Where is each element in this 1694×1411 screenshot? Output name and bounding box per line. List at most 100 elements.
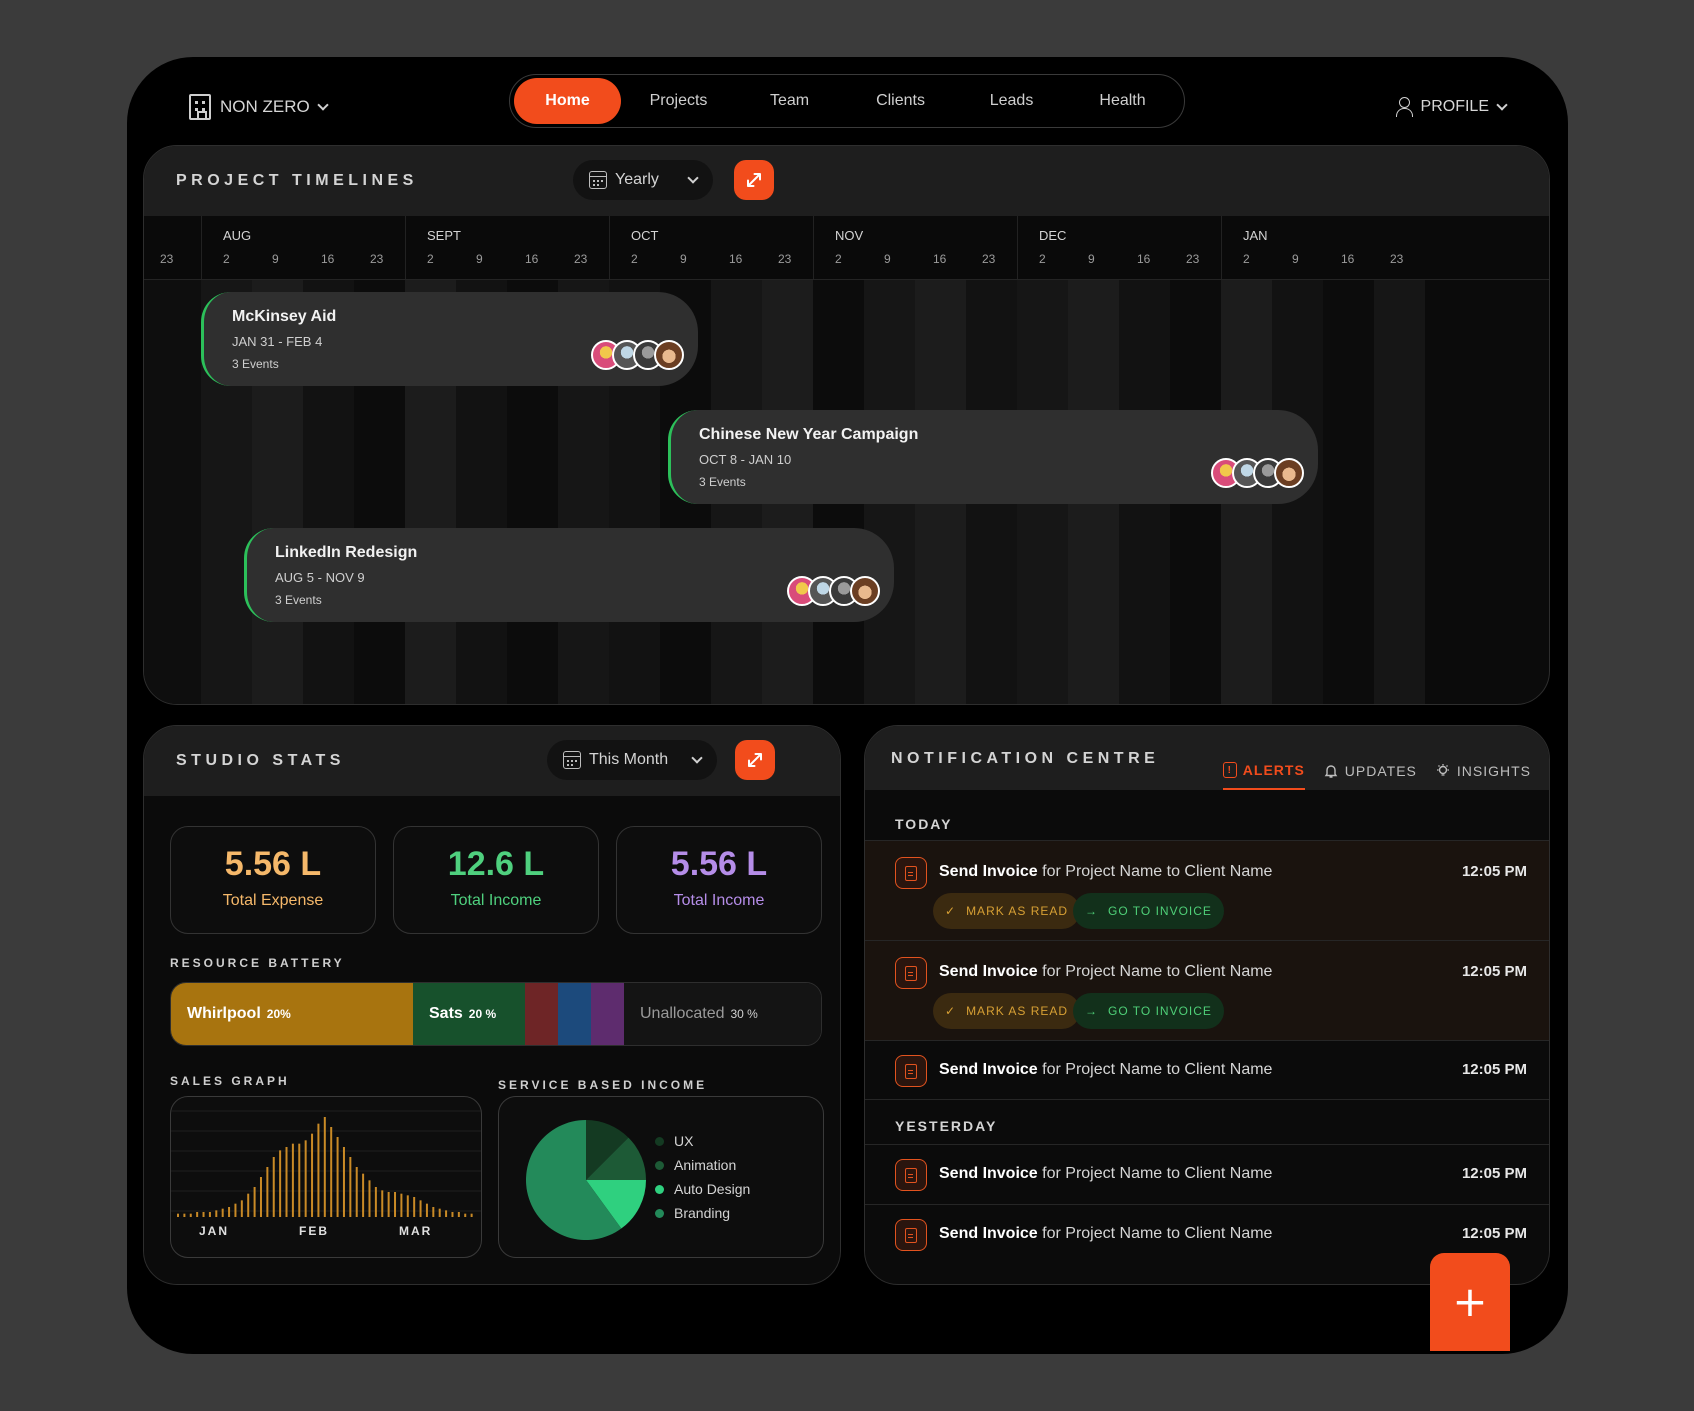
button-label: MARK AS READ <box>966 904 1069 918</box>
avatar-group <box>787 576 880 606</box>
timeline-scale: 23 AUG 2 9 16 23 SEPT 2 9 16 23 OCT 2 9 16 23 NOV 2 9 16 23 D… <box>144 216 1549 280</box>
notification-row[interactable]: Send Invoice for Project Name to Client … <box>865 840 1549 940</box>
tab-updates[interactable]: UPDATES <box>1323 762 1417 790</box>
timeline-event[interactable]: McKinsey Aid JAN 31 - FEB 4 3 Events <box>201 292 698 386</box>
avatar <box>654 340 684 370</box>
chevron-down-icon <box>691 752 703 764</box>
month-label: AUG <box>223 228 252 243</box>
notification-detail: for Project Name to Client Name <box>1037 1165 1273 1182</box>
workspace-switcher[interactable]: NON ZERO <box>189 87 329 127</box>
notification-row[interactable]: Send Invoice for Project Name to Client … <box>865 1204 1549 1284</box>
month-label: SEPT <box>427 228 461 243</box>
sales-bar <box>279 1150 282 1217</box>
mark-as-read-button[interactable]: ✓ MARK AS READ <box>933 893 1081 929</box>
battery-segment[interactable] <box>525 983 558 1045</box>
sales-bar <box>387 1192 390 1217</box>
legend-label: Auto Design <box>674 1181 751 1197</box>
notification-row[interactable]: Send Invoice for Project Name to Client … <box>865 1144 1549 1204</box>
sales-bar <box>432 1207 435 1217</box>
battery-segment-unallocated[interactable]: Unallocated 30 % <box>624 983 821 1045</box>
tab-leads[interactable]: Leads <box>989 92 1034 109</box>
tick-label: 9 <box>476 252 483 266</box>
stat-value: 5.56 L <box>224 845 322 883</box>
avatar-group <box>1211 458 1304 488</box>
battery-segment[interactable] <box>591 983 624 1045</box>
sales-bar <box>247 1193 250 1217</box>
tab-projects[interactable]: Projects <box>649 92 708 109</box>
bell-icon <box>1324 765 1338 778</box>
tab-clients[interactable]: Clients <box>876 92 925 109</box>
notification-time: 12:05 PM <box>1461 963 1527 980</box>
range-value: Yearly <box>615 171 659 188</box>
pie-slice <box>586 1120 629 1180</box>
tab-health[interactable]: Health <box>1099 92 1146 109</box>
sales-bar <box>240 1200 243 1217</box>
stats-range-dropdown[interactable]: This Month <box>547 740 717 780</box>
invoice-icon <box>895 1219 927 1251</box>
notification-row[interactable]: Send Invoice for Project Name to Client … <box>865 940 1549 1040</box>
workspace-name: NON ZERO <box>220 97 310 116</box>
mark-as-read-button[interactable]: ✓ MARK AS READ <box>933 993 1081 1029</box>
timeline-range-dropdown[interactable]: Yearly <box>573 160 713 200</box>
notification-action: Send Invoice <box>939 963 1038 980</box>
avatar <box>850 576 880 606</box>
notification-text: Send Invoice for Project Name to Client … <box>939 1165 1272 1183</box>
segment-name: Sats <box>429 1005 463 1022</box>
notification-text: Send Invoice for Project Name to Client … <box>939 963 1272 981</box>
sales-bar <box>311 1133 314 1217</box>
expand-button[interactable] <box>735 740 775 780</box>
notification-row[interactable]: Send Invoice for Project Name to Client … <box>865 1040 1549 1100</box>
add-button[interactable]: + <box>1430 1253 1510 1351</box>
plus-icon: + <box>1452 1277 1488 1326</box>
notification-detail: for Project Name to Client Name <box>1037 863 1273 880</box>
event-name: McKinsey Aid <box>232 308 337 325</box>
tick-label: 16 <box>321 252 335 266</box>
sales-bar <box>298 1143 301 1217</box>
timeline-event[interactable]: LinkedIn Redesign AUG 5 - NOV 9 3 Events <box>244 528 894 622</box>
battery-segment[interactable] <box>558 983 591 1045</box>
month-divider <box>609 216 610 279</box>
range-value: This Month <box>589 751 669 768</box>
section-yesterday: YESTERDAY <box>895 1118 998 1134</box>
panel-header: PROJECT TIMELINES Yearly <box>144 146 1549 216</box>
month-divider <box>1017 216 1018 279</box>
sales-bar <box>202 1212 205 1217</box>
panel-header: NOTIFICATION CENTRE ! ALERTS UPDATES INS… <box>865 726 1549 790</box>
notification-text: Send Invoice for Project Name to Client … <box>939 863 1272 881</box>
tick-label: 23 <box>982 252 996 266</box>
tab-insights[interactable]: INSIGHTS <box>1435 762 1531 790</box>
lightbulb-icon <box>1436 764 1449 776</box>
notification-action: Send Invoice <box>939 1225 1038 1242</box>
expand-icon <box>748 753 762 767</box>
sales-bar <box>457 1212 460 1217</box>
timeline-grid: McKinsey Aid JAN 31 - FEB 4 3 Events Chi… <box>144 280 1549 704</box>
tab-alerts[interactable]: ! ALERTS <box>1222 762 1305 790</box>
tick-label: 16 <box>525 252 539 266</box>
sales-bar <box>413 1197 416 1217</box>
grid-column <box>144 280 201 704</box>
panel-title: STUDIO STATS <box>176 752 345 769</box>
battery-segment-sats[interactable]: Sats 20 % <box>413 983 525 1045</box>
arrow-right-icon: → <box>1085 904 1098 918</box>
legend-label: Branding <box>674 1205 731 1221</box>
alert-icon: ! <box>1222 762 1237 778</box>
tick-label: 9 <box>1292 252 1299 266</box>
resource-battery-label: RESOURCE BATTERY <box>170 956 345 970</box>
notification-detail: for Project Name to Client Name <box>1037 1225 1273 1242</box>
go-to-invoice-button[interactable]: → GO TO INVOICE <box>1073 993 1224 1029</box>
go-to-invoice-button[interactable]: → GO TO INVOICE <box>1073 893 1224 929</box>
building-icon <box>189 94 211 120</box>
segment-percent: 20% <box>266 1007 291 1021</box>
sales-bar <box>221 1208 224 1217</box>
tab-team[interactable]: Team <box>769 92 810 109</box>
timeline-event[interactable]: Chinese New Year Campaign OCT 8 - JAN 10… <box>668 410 1318 504</box>
tab-home[interactable]: Home <box>514 78 622 124</box>
avatar <box>1274 458 1304 488</box>
tick-label: 2 <box>835 252 842 266</box>
sales-bar <box>215 1210 218 1217</box>
tick-label: 16 <box>1341 252 1355 266</box>
month-divider <box>1221 216 1222 279</box>
battery-segment-whirlpool[interactable]: Whirlpool 20% <box>171 983 413 1045</box>
expand-button[interactable] <box>734 160 774 200</box>
profile-menu[interactable]: PROFILE <box>1395 87 1508 127</box>
